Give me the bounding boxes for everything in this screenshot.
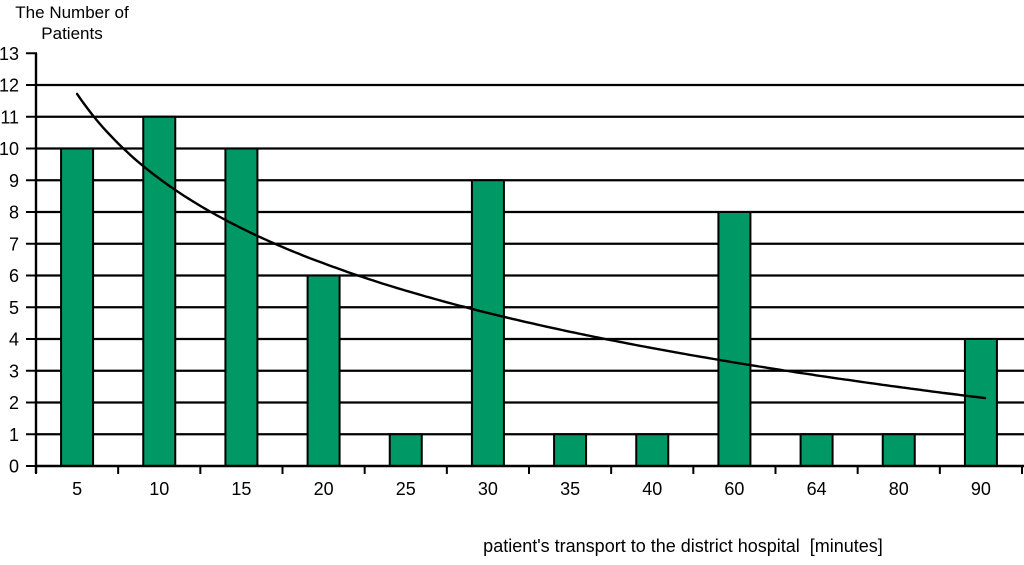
x-tick-label: 5 <box>72 479 82 499</box>
x-tick-label: 10 <box>149 479 169 499</box>
x-tick-label: 30 <box>478 479 498 499</box>
y-tick-label: 11 <box>0 107 19 127</box>
x-tick-label: 25 <box>396 479 416 499</box>
y-tick-label: 3 <box>9 361 19 381</box>
y-axis-title-line2: Patients <box>41 24 103 43</box>
x-tick-label: 64 <box>807 479 827 499</box>
y-tick-label: 4 <box>9 330 19 350</box>
y-tick-label: 12 <box>0 76 19 96</box>
x-tick-label: 60 <box>724 479 744 499</box>
x-tick-label: 80 <box>889 479 909 499</box>
bar <box>142 115 177 467</box>
x-axis-title: patient's transport to the district hosp… <box>483 536 883 556</box>
x-tick-label: 15 <box>231 479 251 499</box>
x-tick-label: 20 <box>314 479 334 499</box>
y-axis-title: The Number of Patients <box>6 2 138 44</box>
y-tick-label: 8 <box>9 203 19 223</box>
x-tick-label: 90 <box>971 479 991 499</box>
bar <box>799 433 834 467</box>
bar <box>635 433 670 467</box>
y-tick-label: 0 <box>9 457 19 477</box>
x-tick-label: 35 <box>560 479 580 499</box>
y-tick-label: 5 <box>9 298 19 318</box>
bar <box>224 147 259 467</box>
y-tick-label: 10 <box>0 139 19 159</box>
bar <box>388 433 423 467</box>
trendline <box>75 92 987 400</box>
y-tick-label: 6 <box>9 266 19 286</box>
bar <box>60 147 95 467</box>
bar <box>553 433 588 467</box>
bar <box>881 433 916 467</box>
bar <box>470 179 505 467</box>
bar <box>963 338 998 467</box>
bar <box>717 211 752 467</box>
bar <box>306 274 341 467</box>
y-tick-label: 2 <box>9 393 19 413</box>
y-tick-label: 7 <box>9 234 19 254</box>
y-tick-label: 1 <box>9 425 19 445</box>
y-axis-title-line1: The Number of <box>15 3 129 22</box>
y-tick-label: 9 <box>9 171 19 191</box>
y-tick-label: 13 <box>0 44 19 64</box>
x-tick-label: 40 <box>642 479 662 499</box>
